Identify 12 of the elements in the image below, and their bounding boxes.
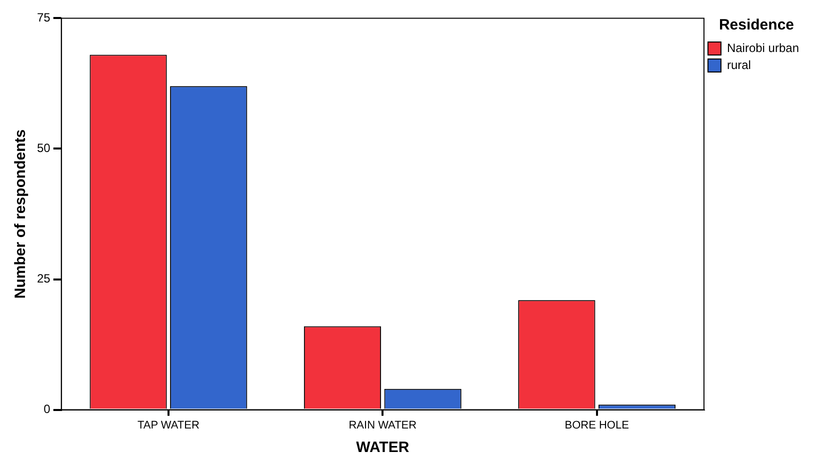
legend-label: rural: [726, 58, 751, 72]
y-axis-title: Number of respondents: [12, 129, 30, 299]
y-tick-label: 0: [44, 402, 51, 416]
legend-title: Residence: [718, 16, 794, 34]
x-tick-label: RAIN WATER: [348, 419, 417, 432]
y-tick-label: 50: [36, 141, 51, 156]
y-tick-label: 25: [36, 272, 51, 286]
x-tick-label: TAP WATER: [137, 419, 200, 432]
x-axis-title: WATER: [356, 439, 410, 456]
legend-label: Nairobi urban: [726, 40, 800, 55]
x-tick-label: BORE HOLE: [564, 419, 629, 432]
y-tick-label: 75: [36, 10, 51, 25]
